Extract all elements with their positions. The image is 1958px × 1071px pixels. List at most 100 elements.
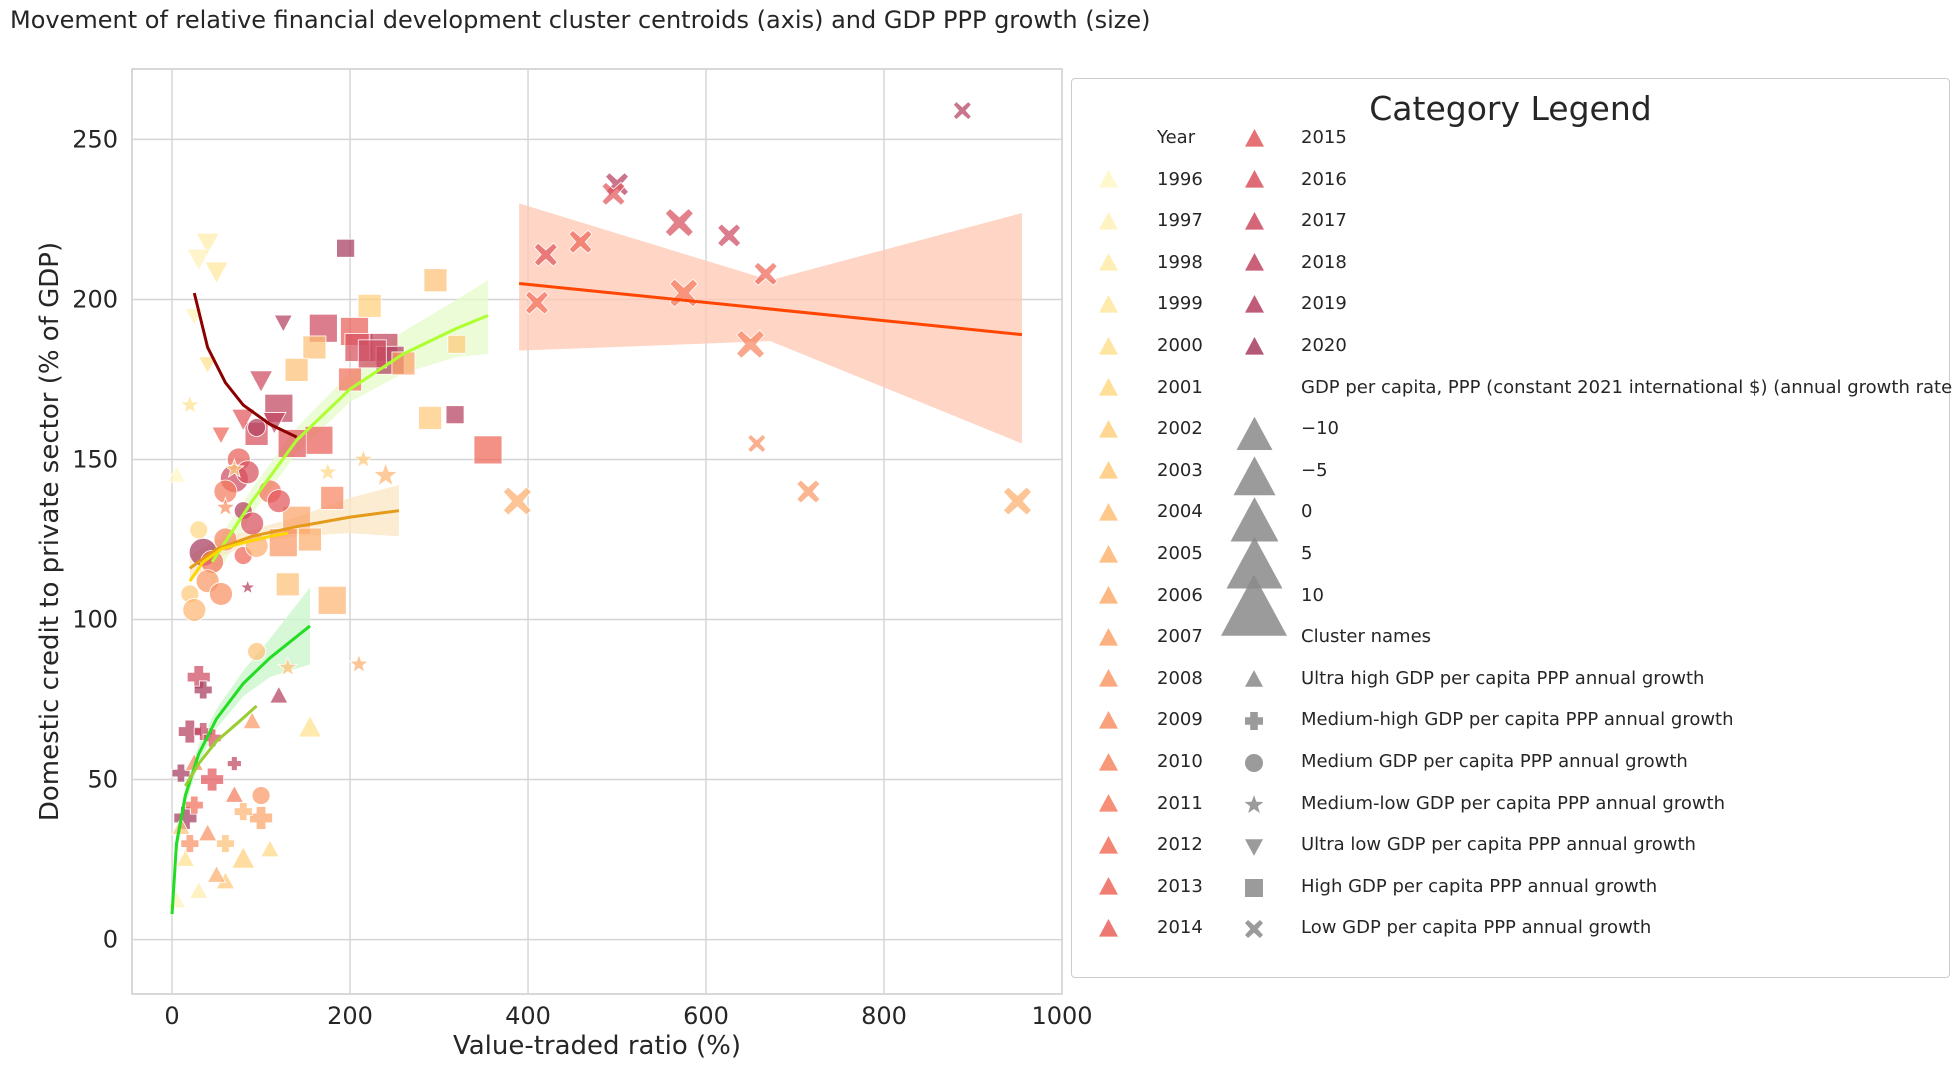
legend-cluster-marker xyxy=(1245,669,1263,687)
legend-year-marker xyxy=(1098,461,1118,479)
regression-line xyxy=(170,624,311,915)
data-point xyxy=(186,248,211,272)
legend-year-marker-shape xyxy=(1244,336,1264,355)
legend-year-marker-shape xyxy=(1244,170,1264,188)
legend-year-marker xyxy=(1098,835,1118,854)
y-tick-label: 150 xyxy=(72,445,118,473)
data-point xyxy=(214,496,236,517)
data-point xyxy=(251,786,271,805)
x-tick-label: 800 xyxy=(861,1002,907,1030)
y-tick-label: 100 xyxy=(72,606,118,634)
legend-cluster-label: Medium-high GDP per capita PPP annual gr… xyxy=(1301,709,1734,731)
confidence-band xyxy=(519,203,1022,444)
data-point xyxy=(304,425,334,455)
confidence-band xyxy=(172,587,310,927)
data-point xyxy=(189,520,209,540)
legend-year-label: 1999 xyxy=(1157,293,1203,315)
data-point xyxy=(260,839,280,858)
data-point xyxy=(224,784,245,803)
data-point xyxy=(273,314,293,333)
legend-year-marker-shape xyxy=(1098,586,1118,604)
data-point xyxy=(601,181,626,206)
legend-year-label: 2016 xyxy=(1301,168,1347,190)
legend-year-marker-shape xyxy=(1098,918,1118,937)
data-point xyxy=(180,834,200,853)
data-point xyxy=(239,578,257,595)
legend-year-marker-shape xyxy=(1098,378,1118,396)
legend-year-label: 2019 xyxy=(1301,293,1347,315)
legend-year-label: 2011 xyxy=(1157,792,1203,814)
legend-year-marker xyxy=(1098,669,1118,687)
data-point xyxy=(269,685,289,704)
x-axis-label: Value-traded ratio (%) xyxy=(453,1031,741,1061)
data-point xyxy=(357,339,387,369)
regression-line xyxy=(184,704,258,787)
legend-year-label: 2013 xyxy=(1157,875,1203,897)
legend-cluster-marker xyxy=(1245,712,1263,731)
data-point xyxy=(372,461,399,487)
chart-title: Movement of relative financial developme… xyxy=(10,6,1151,34)
x-tick-label: 200 xyxy=(327,1002,373,1030)
data-point xyxy=(247,642,266,661)
legend-year-marker xyxy=(1244,336,1264,355)
legend-year-marker xyxy=(1098,419,1118,438)
legend-year-marker xyxy=(1098,294,1118,313)
legend-cluster-marker-shape xyxy=(1245,754,1263,772)
data-point xyxy=(204,261,229,285)
legend-year-label: 1996 xyxy=(1157,168,1203,190)
fit-lines xyxy=(170,281,1023,915)
legend-year-marker xyxy=(1244,170,1264,188)
data-point xyxy=(200,767,224,792)
y-tick-label: 50 xyxy=(87,766,118,794)
legend-cluster-marker xyxy=(1244,794,1264,813)
legend-year-marker xyxy=(1098,794,1118,812)
legend-year-marker-shape xyxy=(1098,170,1118,188)
data-point xyxy=(418,405,443,430)
data-point xyxy=(336,238,355,258)
data-point xyxy=(266,489,291,513)
legend-year-label: 2020 xyxy=(1301,335,1347,356)
legend-year-marker xyxy=(1098,710,1118,729)
legend-year-label: 1997 xyxy=(1157,210,1203,232)
y-tick-label: 0 xyxy=(103,926,118,954)
data-point xyxy=(445,405,465,425)
data-point xyxy=(317,585,347,615)
legend-year-marker-shape xyxy=(1244,128,1264,147)
legend-year-label: 2017 xyxy=(1301,210,1347,232)
data-point xyxy=(302,335,327,360)
legend: Category Legend Year 1996 1997 1998 1999 2000… xyxy=(1071,78,1958,978)
legend-year-marker xyxy=(1098,336,1118,355)
x-tick-label: 400 xyxy=(505,1002,551,1030)
legend-cluster-marker-shape xyxy=(1244,794,1264,813)
legend-year-marker xyxy=(1098,877,1118,895)
legend-size-marker xyxy=(1233,456,1275,496)
y-axis-label: Domestic credit to private sector (% of … xyxy=(35,242,65,821)
x-tick-label: 1000 xyxy=(1031,1002,1092,1030)
data-point xyxy=(735,329,766,359)
data-point xyxy=(247,418,266,437)
legend-year-marker-shape xyxy=(1098,710,1118,729)
axes: 0 200 400 600 800 1000 0 50 100 150 200 250 Value-tr… xyxy=(35,125,1093,1061)
legend-cluster-label: Ultra high GDP per capita PPP annual gro… xyxy=(1301,667,1705,689)
legend-year-label: 2008 xyxy=(1157,667,1203,689)
legend-year-marker-shape xyxy=(1244,211,1264,230)
data-point xyxy=(248,370,274,393)
legend-year-marker-shape xyxy=(1098,544,1118,563)
legend-year-marker xyxy=(1098,918,1118,937)
data-point xyxy=(423,268,448,293)
legend-year-marker-shape xyxy=(1098,419,1118,438)
legend-year-marker-shape xyxy=(1244,253,1264,271)
legend-cluster-marker-shape xyxy=(1245,878,1263,897)
legend-size-marker-shape xyxy=(1221,574,1287,636)
data-point xyxy=(193,680,213,700)
data-point xyxy=(171,763,191,783)
legend-title: Category Legend xyxy=(1369,89,1652,128)
data-point xyxy=(502,486,532,516)
y-tick-label: 200 xyxy=(72,285,118,313)
legend-cluster-label: Ultra low GDP per capita PPP annual grow… xyxy=(1301,834,1696,856)
legend-year-label: 2000 xyxy=(1157,335,1203,356)
legend-cluster-marker xyxy=(1245,920,1263,939)
legend-year-label: 2001 xyxy=(1157,376,1203,398)
legend-year-label: 2004 xyxy=(1157,501,1203,523)
legend-year-marker-shape xyxy=(1098,669,1118,687)
